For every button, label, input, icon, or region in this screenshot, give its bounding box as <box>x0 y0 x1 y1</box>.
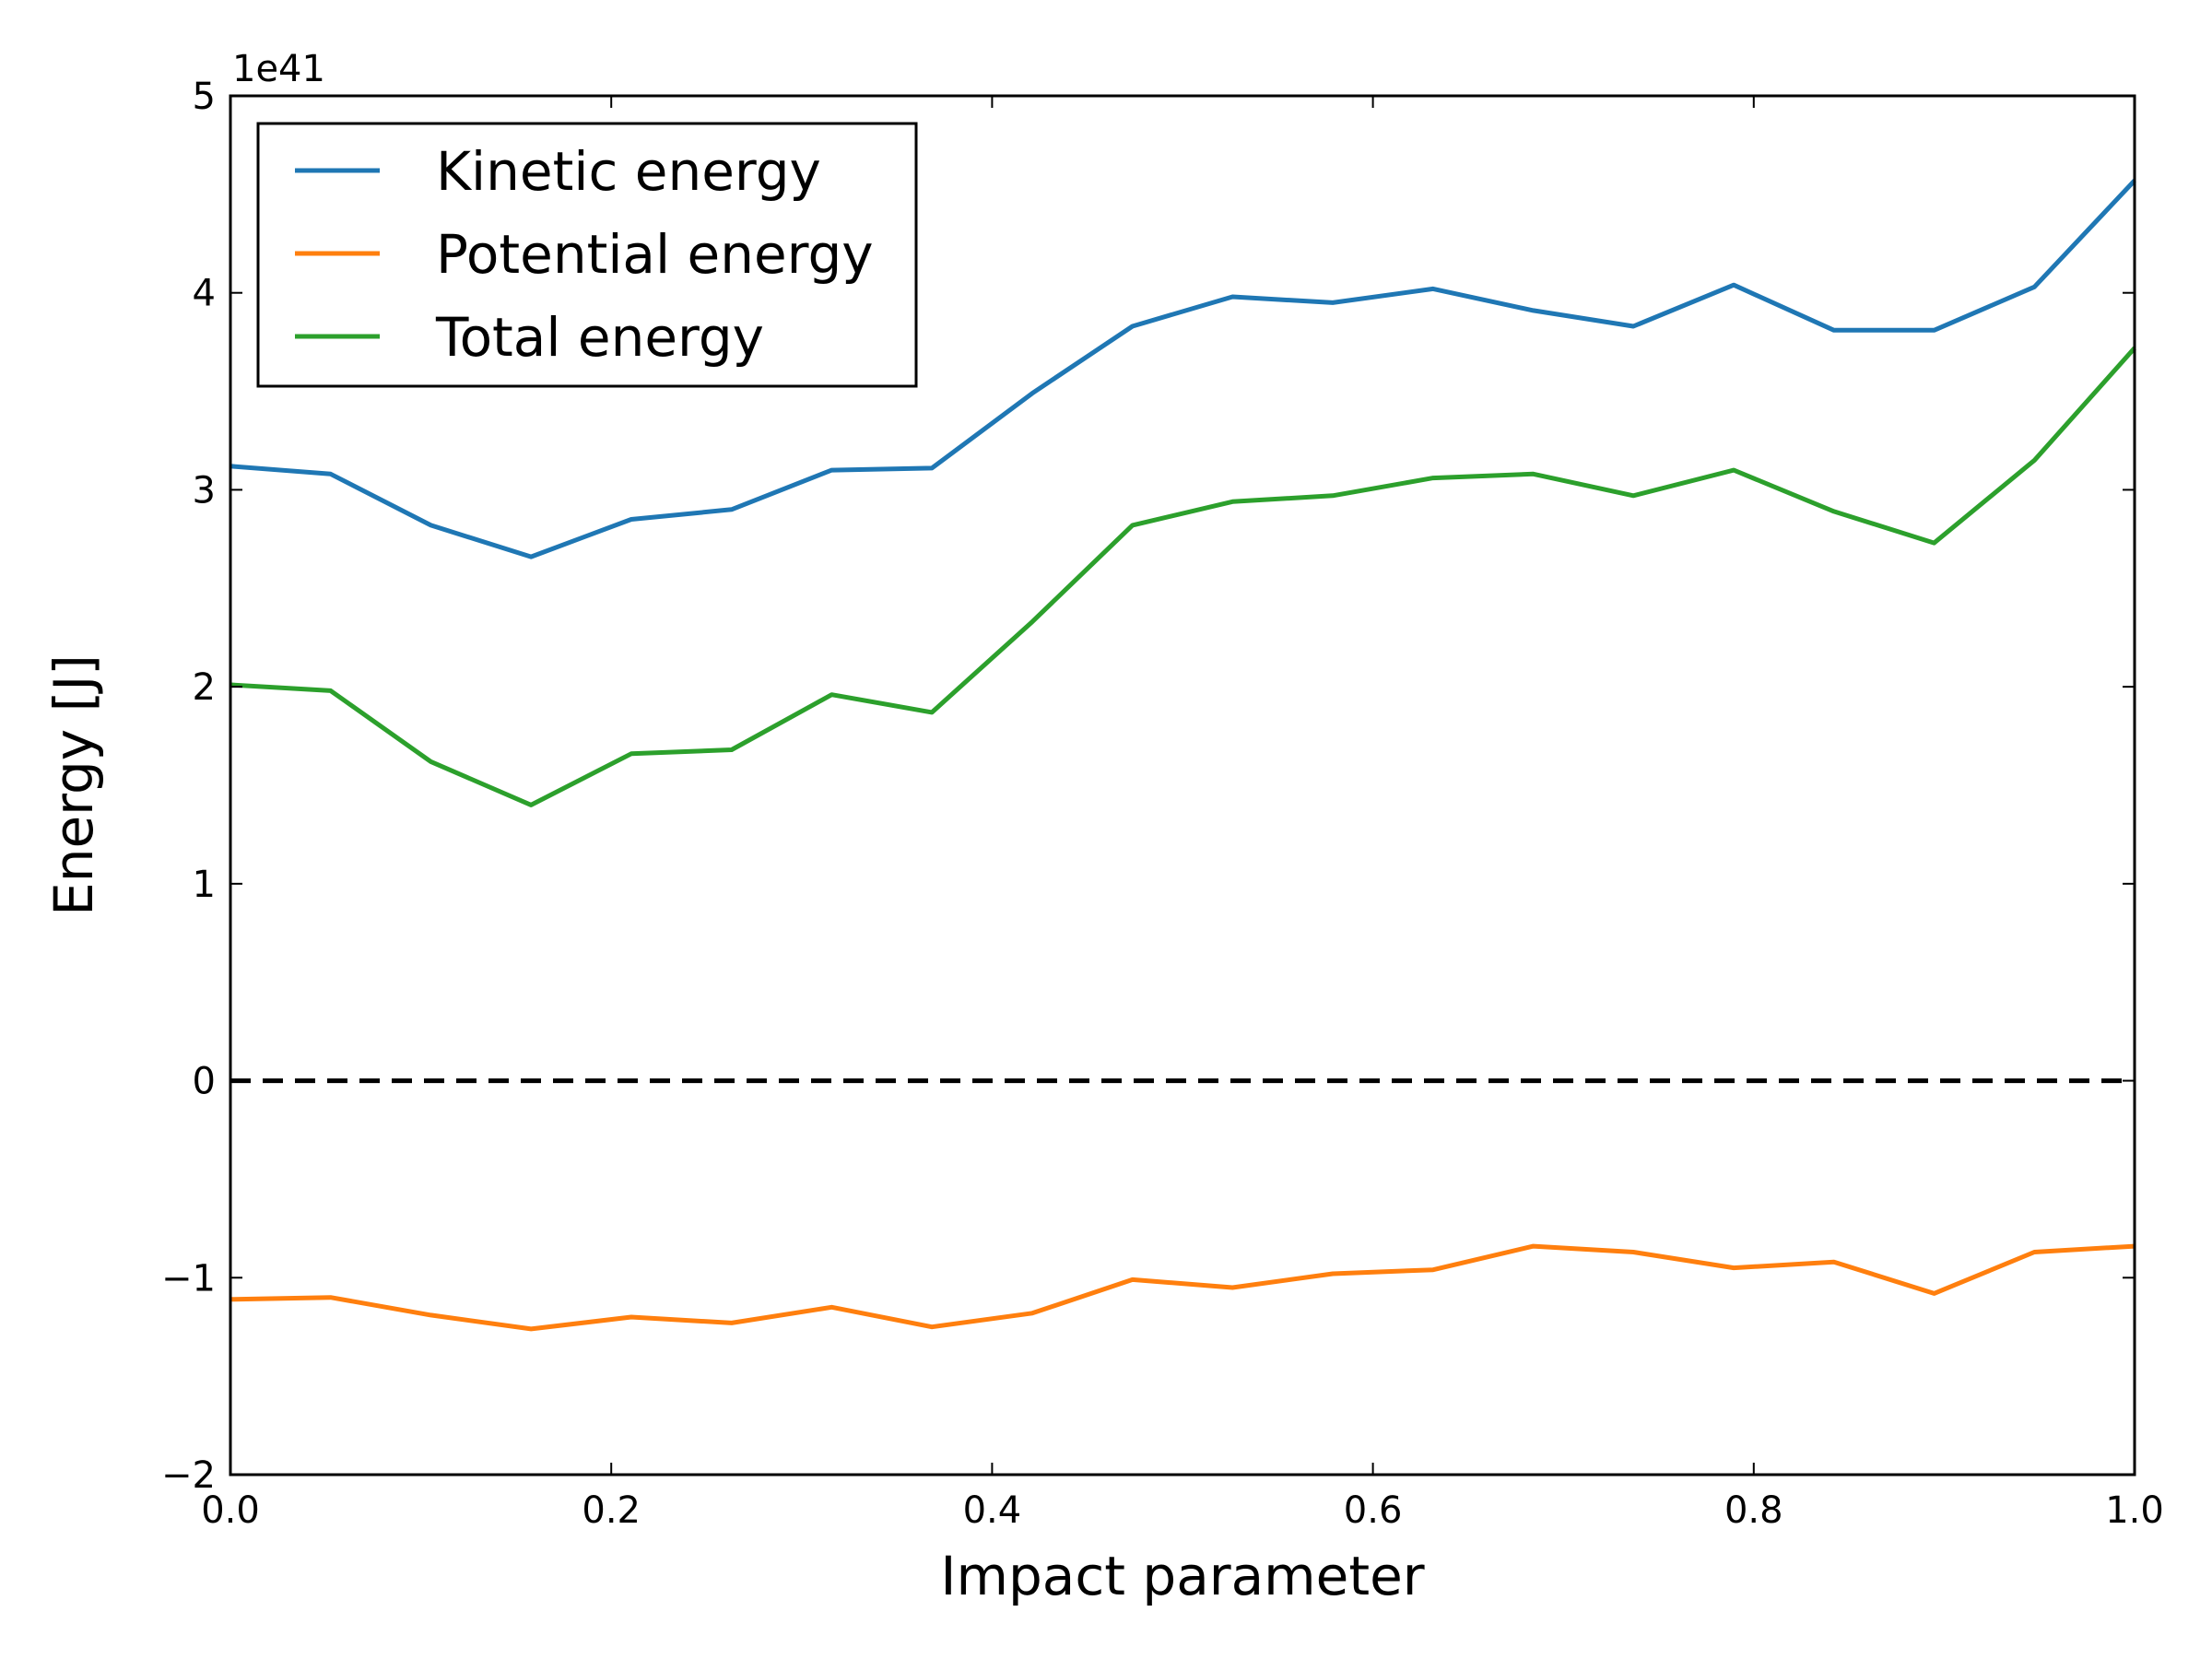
legend: Kinetic energy Potential energy Total ener… <box>256 122 918 388</box>
series-line-total-energy <box>229 346 2136 807</box>
x-tick-label: 0.8 <box>1724 1489 1783 1532</box>
y-axis-title: Energy [J] <box>42 654 105 916</box>
tick-layer: 0.0 0.2 0.4 0.6 0.8 1.0 −2 −1 0 1 2 3 4 5 <box>161 76 2164 1532</box>
series-line-potential-energy <box>229 1243 2136 1332</box>
y-tick-label: 5 <box>193 76 216 118</box>
y-tick-label: 1 <box>193 864 216 906</box>
x-tick-label: 0.0 <box>201 1489 260 1532</box>
series-line-kinetic-energy <box>229 179 2136 559</box>
legend-label: Kinetic energy <box>436 140 821 203</box>
y-tick-label: 3 <box>193 469 216 512</box>
x-tick-label: 0.4 <box>963 1489 1022 1532</box>
x-tick-label: 0.6 <box>1344 1489 1403 1532</box>
y-tick-label: −2 <box>161 1454 216 1497</box>
legend-label: Potential energy <box>436 223 874 286</box>
x-axis-title: Impact parameter <box>940 1545 1424 1607</box>
plot-area-frame <box>229 94 2136 1477</box>
y-tick-label: 4 <box>193 273 216 315</box>
x-tick-label: 1.0 <box>2105 1489 2164 1532</box>
y-tick-label: 2 <box>193 666 216 709</box>
y-offset-label: 1e41 <box>232 48 325 90</box>
x-tick-label: 0.2 <box>582 1489 641 1532</box>
y-tick-label: 0 <box>193 1061 216 1103</box>
y-tick-label: −1 <box>161 1257 216 1300</box>
series-layer <box>229 179 2136 1332</box>
legend-label: Total energy <box>435 306 764 369</box>
